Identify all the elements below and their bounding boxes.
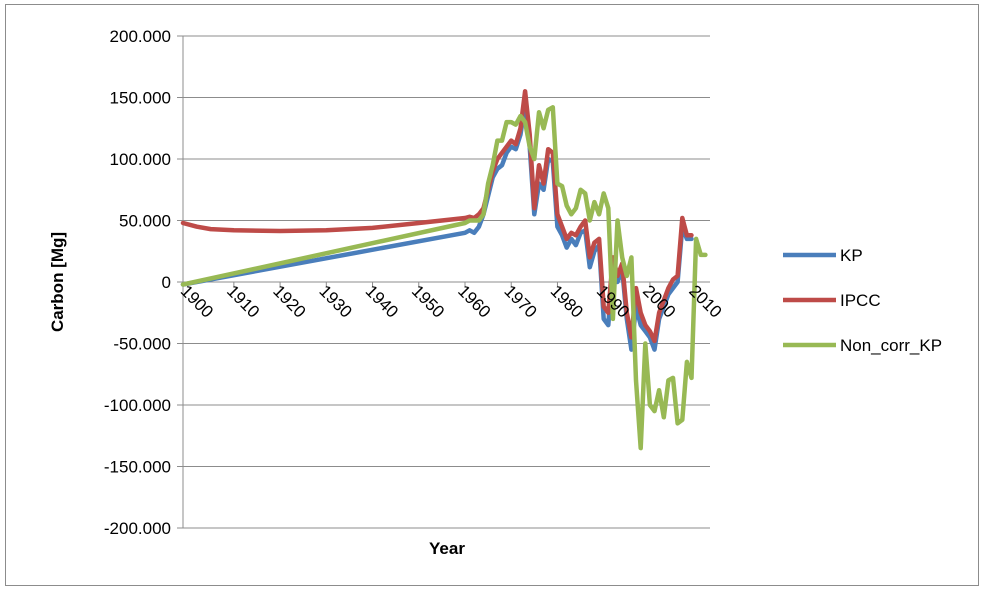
y-axis-title: Carbon [Mg] xyxy=(48,232,67,332)
series-line-kp xyxy=(180,101,694,352)
x-tick-label: 1930 xyxy=(315,281,355,321)
x-tick-label: 1940 xyxy=(362,281,402,321)
series-line-non-corr-kp xyxy=(180,105,708,451)
y-tick-label: 100.000 xyxy=(110,150,171,169)
legend-label: KP xyxy=(840,246,863,265)
x-tick-label: 1910 xyxy=(223,281,263,321)
legend-label: Non_corr_KP xyxy=(840,336,942,355)
y-tick-labels: 200.000 150.000 100.000 50.000 0 -50.000 -100.… xyxy=(104,27,171,538)
x-tick-label: 1980 xyxy=(547,281,587,321)
series-line-ipcc xyxy=(180,89,694,344)
y-tick-label: 150.000 xyxy=(110,89,171,108)
chart-frame xyxy=(5,4,979,586)
x-axis-title: Year xyxy=(429,539,465,558)
x-tick-label: 1970 xyxy=(500,281,540,321)
y-tick-label: 50.000 xyxy=(119,212,171,231)
y-tick-label: -100.000 xyxy=(104,396,171,415)
y-tick-label: -200.000 xyxy=(104,519,171,538)
y-tick-label: 200.000 xyxy=(110,27,171,46)
y-tick-label: -150.000 xyxy=(104,458,171,477)
x-tick-label: 1920 xyxy=(269,281,309,321)
y-tick-label: -50.000 xyxy=(113,335,171,354)
y-tick-label: 0 xyxy=(162,273,171,292)
legend-label: IPCC xyxy=(840,291,881,310)
x-tick-label: 1950 xyxy=(408,281,448,321)
legend: KP IPCC Non_corr_KP xyxy=(783,246,942,355)
series-layer xyxy=(180,89,708,451)
x-tick-label: 1960 xyxy=(454,281,494,321)
